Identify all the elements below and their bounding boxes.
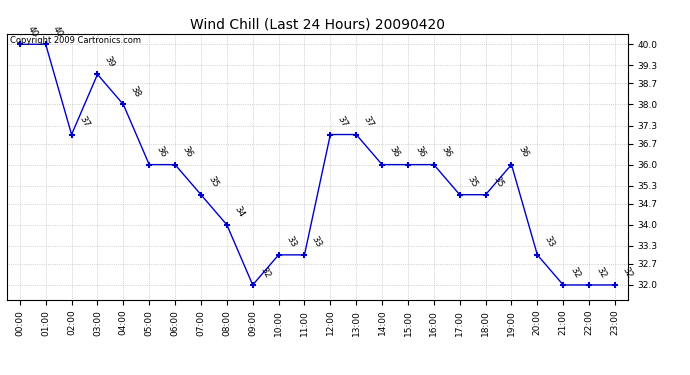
Text: 33: 33 (310, 235, 324, 249)
Text: 36: 36 (181, 145, 194, 159)
Text: 33: 33 (543, 235, 556, 249)
Text: 40: 40 (26, 24, 39, 39)
Text: 36: 36 (440, 145, 453, 159)
Text: 36: 36 (388, 145, 401, 159)
Text: 34: 34 (233, 205, 246, 219)
Text: 40: 40 (51, 24, 65, 39)
Text: 33: 33 (284, 235, 297, 249)
Text: 37: 37 (336, 114, 349, 129)
Text: 37: 37 (362, 114, 375, 129)
Text: 32: 32 (258, 265, 272, 279)
Text: 35: 35 (491, 175, 504, 189)
Text: 38: 38 (129, 84, 142, 99)
Text: 32: 32 (595, 265, 608, 279)
Text: 32: 32 (569, 265, 582, 279)
Text: 35: 35 (206, 175, 220, 189)
Text: 32: 32 (620, 265, 634, 279)
Text: 37: 37 (77, 114, 90, 129)
Text: Copyright 2009 Cartronics.com: Copyright 2009 Cartronics.com (10, 36, 141, 45)
Title: Wind Chill (Last 24 Hours) 20090420: Wind Chill (Last 24 Hours) 20090420 (190, 17, 445, 31)
Text: 36: 36 (155, 145, 168, 159)
Text: 36: 36 (517, 145, 531, 159)
Text: 36: 36 (413, 145, 427, 159)
Text: 35: 35 (465, 175, 479, 189)
Text: 39: 39 (103, 54, 117, 69)
